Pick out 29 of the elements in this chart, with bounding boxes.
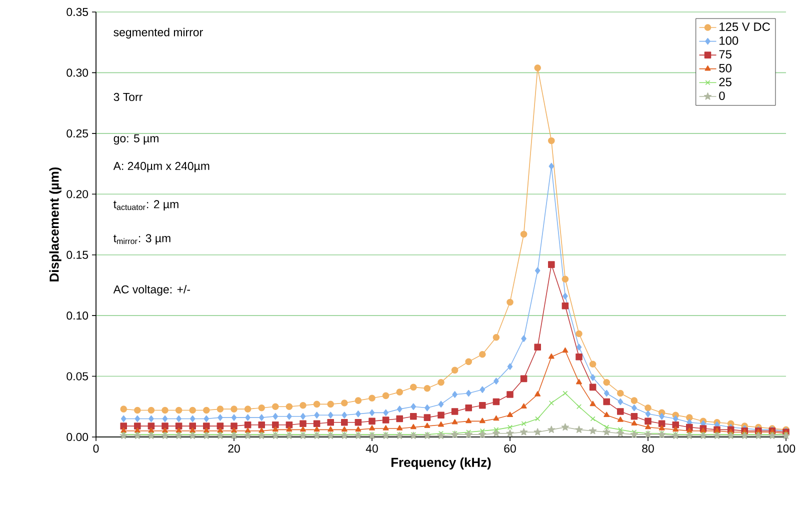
legend-label: 75 [719,50,732,59]
annotation: go: 5 µm [114,134,158,145]
x-tick-label: 20 [228,444,240,453]
legend-label: 100 [720,36,738,45]
y-tick-label: 0.10 [66,312,88,320]
y-axis-title: Displacement (µm) [49,167,62,282]
x-tick-label: 60 [504,444,516,453]
y-tick-label: 0.00 [66,432,88,442]
x-tick-label: 100 [777,444,796,453]
x-axis-title: Frequency (kHz) [391,457,491,470]
y-tick-label: 0.05 [66,372,88,380]
y-tick-label: 0.15 [66,250,88,259]
y-tick-label: 0.35 [66,8,88,16]
legend-label: 25 [719,78,732,86]
legend-label: 0 [719,92,725,100]
y-tick-label: 0.25 [66,129,88,138]
x-tick-label: 40 [366,444,378,453]
annotation: t$_{actuator}$: 2 µm [114,200,178,211]
legend-label: 50 [719,64,732,72]
y-tick-label: 0.20 [66,190,88,198]
annotation: t$_{mirror}$: 3 µm [114,234,170,245]
x-tick-label: 80 [642,444,654,453]
annotation: 3 Torr [114,92,142,102]
y-tick-label: 0.30 [66,68,88,77]
legend-label: 125 V DC [720,22,770,32]
x-tick-label: 0 [93,444,99,453]
annotation: AC voltage: +/- [113,285,190,296]
annotation: segmented mirror [114,28,203,39]
annotation: A: 240µm x 240µm [113,162,210,172]
